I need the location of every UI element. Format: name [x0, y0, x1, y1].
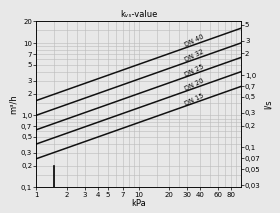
- Text: DN 20: DN 20: [184, 77, 205, 92]
- Text: DN 25: DN 25: [184, 63, 205, 78]
- Text: DN 15: DN 15: [184, 92, 205, 106]
- Title: kᵥₛ-value: kᵥₛ-value: [120, 10, 157, 19]
- Y-axis label: l/s: l/s: [263, 99, 272, 109]
- Y-axis label: m³/h: m³/h: [9, 95, 18, 114]
- Text: DN 40: DN 40: [184, 34, 205, 48]
- Text: DN 32: DN 32: [184, 49, 205, 63]
- X-axis label: kPa: kPa: [131, 199, 146, 208]
